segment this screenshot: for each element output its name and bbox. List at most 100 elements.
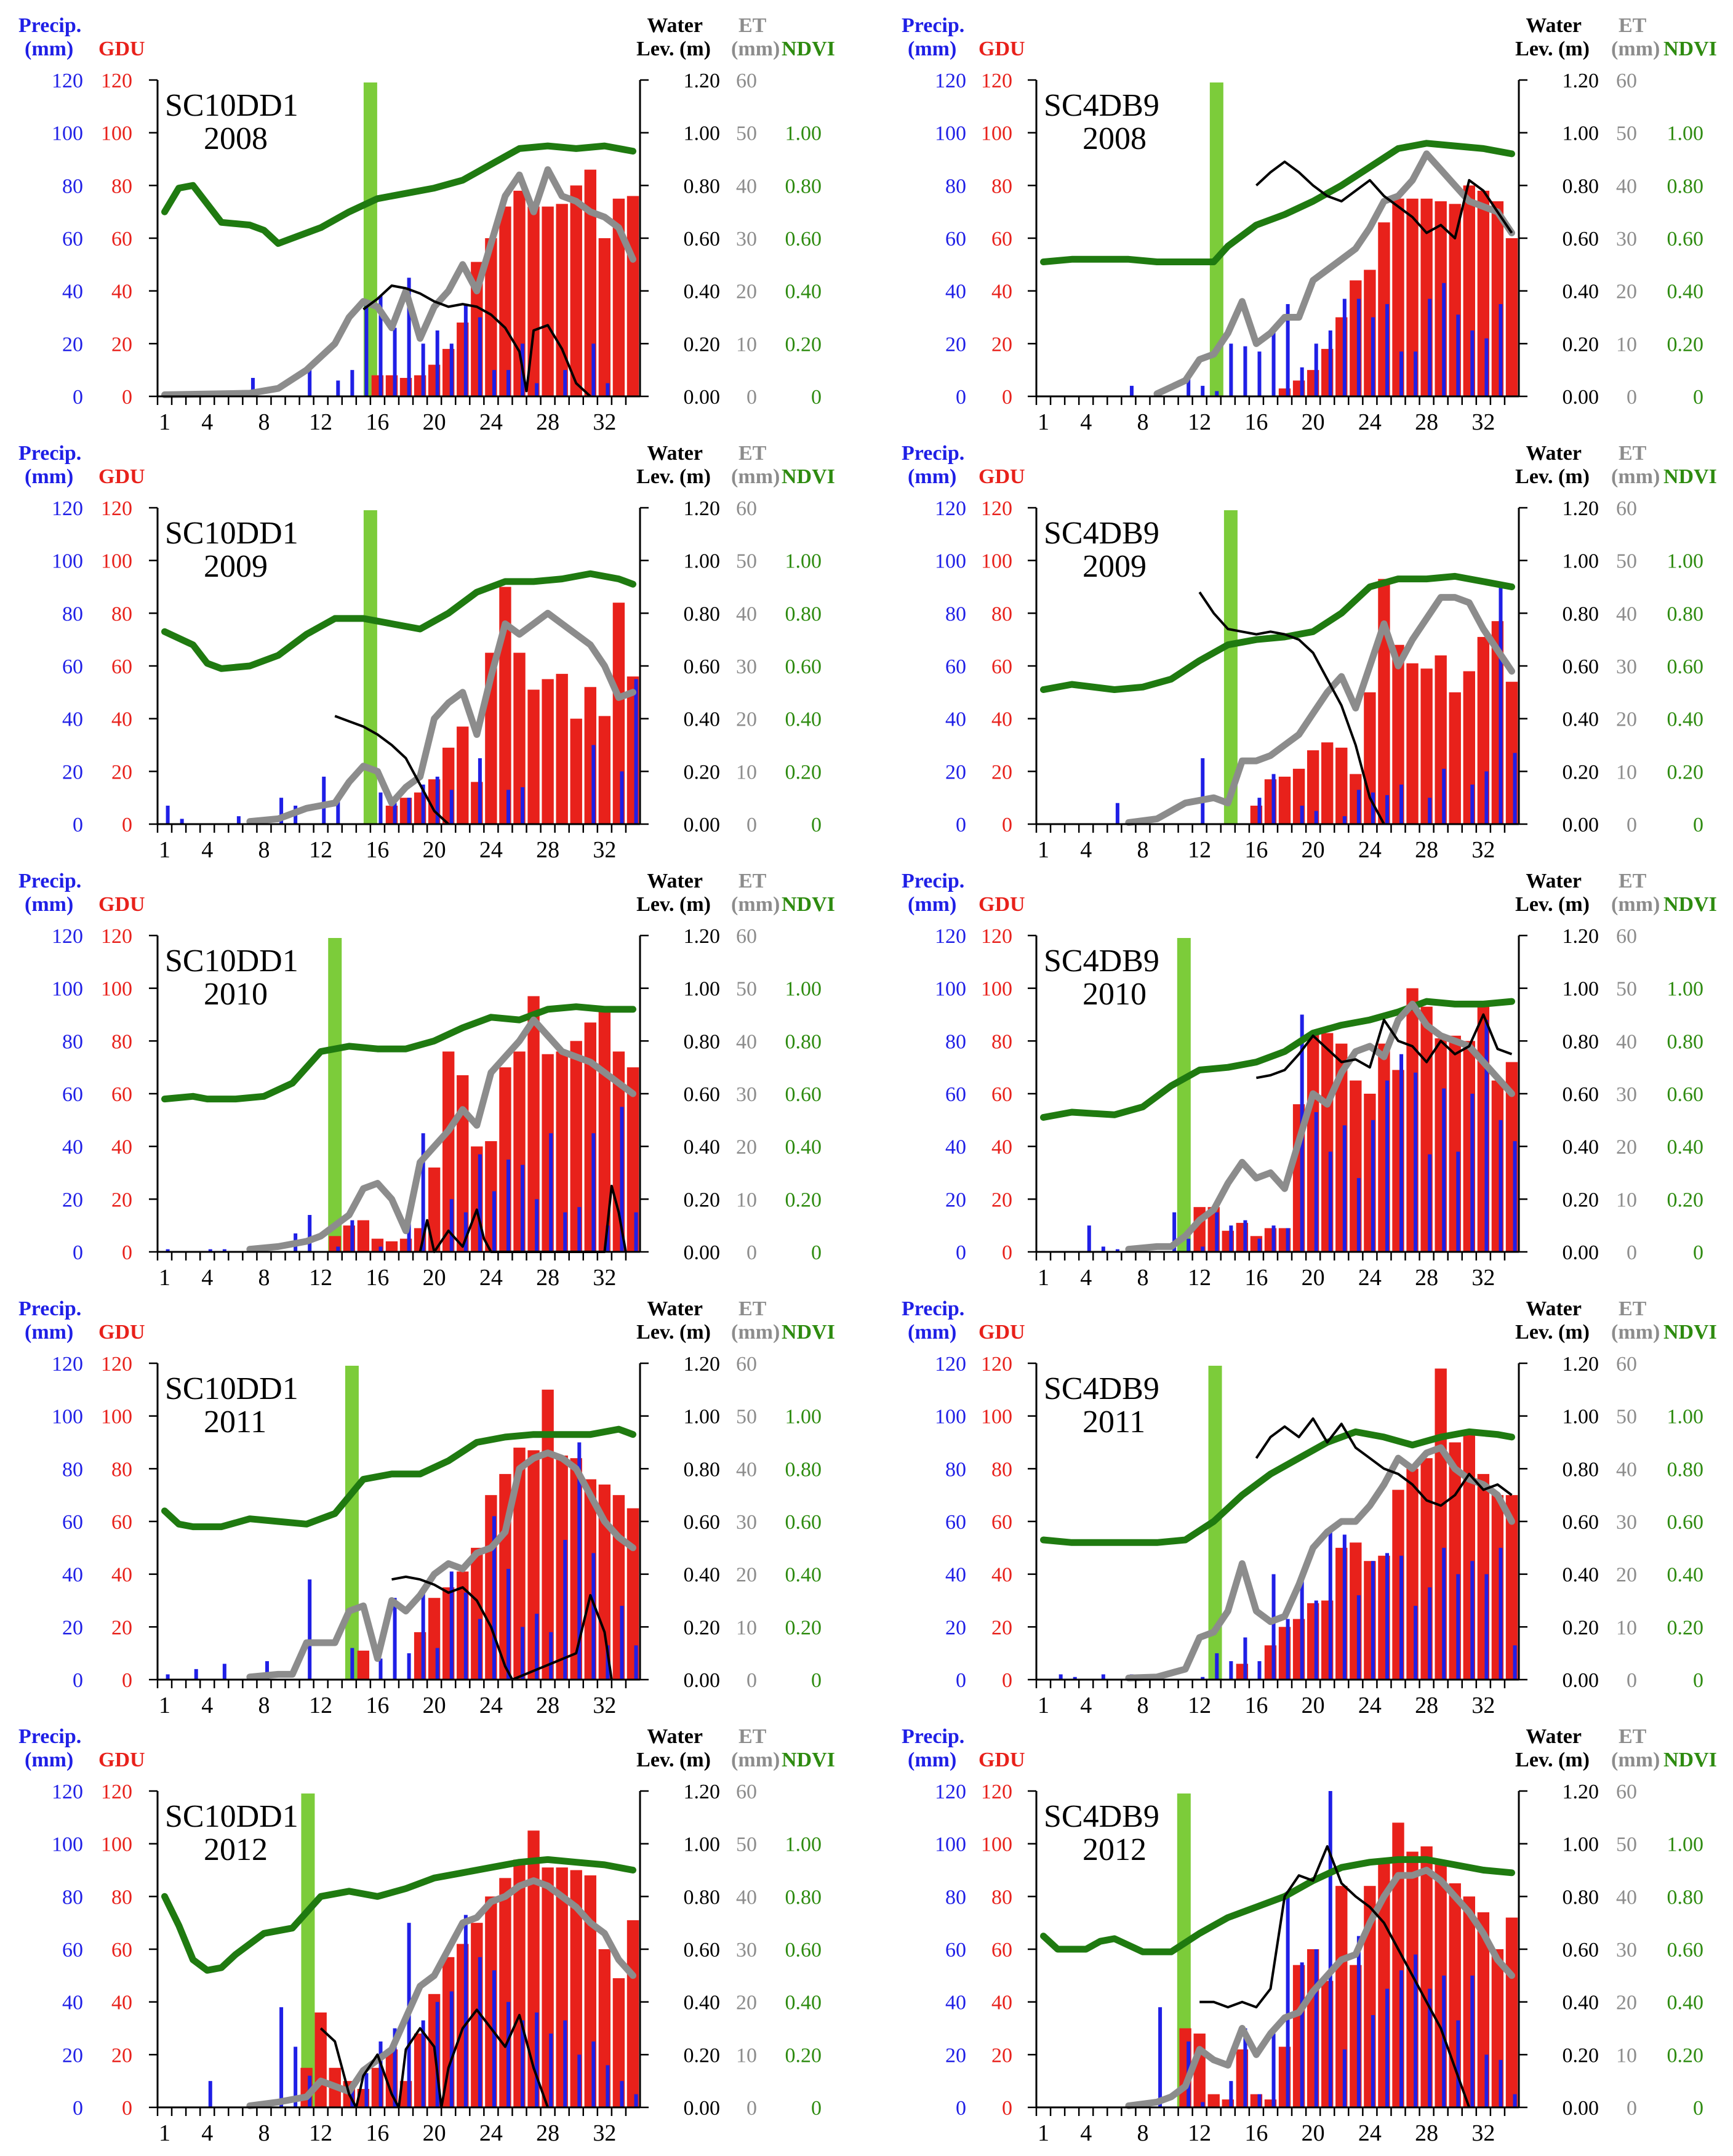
gdu-tick-label: 0: [1002, 1241, 1012, 1264]
gdu-tick-label: 80: [991, 1458, 1012, 1481]
water-tick-label: 1.20: [1563, 925, 1599, 948]
et-label: ET: [1619, 1297, 1647, 1320]
gdu-tick-label: 40: [111, 281, 132, 303]
precip-bar: [166, 806, 170, 824]
ndvi-line: [161, 1003, 636, 1103]
x-tick-label: 1: [159, 1693, 170, 1718]
gdu-tick-label: 0: [122, 386, 132, 409]
ndvi-tick-label: 0: [1693, 2097, 1703, 2120]
x-tick-label: 4: [201, 409, 213, 435]
et-tick-label: 60: [1616, 1781, 1637, 1803]
precip-tick-label: 80: [62, 603, 83, 625]
x-tick-label: 32: [1471, 409, 1495, 435]
x-tick-label: 1: [159, 1265, 170, 1291]
gdu-bar: [612, 1978, 625, 2107]
gdu-bar: [1505, 238, 1518, 396]
precip-bar: [1257, 1661, 1262, 1680]
ndvi-label: NDVI: [1663, 465, 1717, 488]
precip-bar: [1456, 1574, 1460, 1680]
gdu-bar: [570, 1041, 582, 1252]
water-tick-label: 0.00: [684, 1669, 721, 1692]
panel-year-label: 2012: [1083, 1832, 1147, 1867]
precip-tick-label: 80: [62, 1030, 83, 1053]
precip-bar: [1257, 2094, 1262, 2107]
precip-tick-label: 120: [52, 1353, 83, 1376]
x-tick-label: 16: [366, 1693, 389, 1718]
gdu-bar: [626, 1920, 639, 2107]
ndvi-tick-label: 0.60: [785, 228, 822, 250]
precip-bar: [1059, 1674, 1063, 1680]
precip-bar: [1385, 795, 1390, 824]
gdu-tick-label: 0: [122, 814, 132, 836]
gdu-tick-label: 40: [991, 281, 1012, 303]
x-tick-label: 4: [201, 1693, 213, 1718]
gdu-tick-label: 80: [111, 603, 132, 625]
et-line: [161, 166, 636, 398]
precip-bar: [1484, 1020, 1489, 1252]
precip-bar: [435, 330, 439, 396]
precip-label: Precip.: [18, 442, 81, 465]
gdu-tick-label: 40: [991, 1992, 1012, 2014]
precip-bar: [1271, 330, 1276, 396]
gdu-tick-label: 80: [111, 1458, 132, 1481]
water-level-line: [391, 1575, 613, 1681]
precip-bar: [1385, 1989, 1390, 2107]
water-label: Water: [1526, 870, 1582, 892]
precip-tick-label: 100: [935, 550, 966, 573]
ndvi-tick-label: 0.60: [785, 1083, 822, 1106]
precip-bar: [1399, 1054, 1404, 1252]
precip-bar: [378, 1658, 383, 1680]
precip-tick-label: 40: [62, 281, 83, 303]
precip-label: Precip.: [18, 14, 81, 37]
gdu-bar: [1449, 692, 1461, 824]
precip-bar: [1187, 378, 1191, 396]
precip-bar: [1300, 367, 1304, 396]
et-line: [1125, 594, 1515, 826]
gdu-bar: [1505, 1495, 1518, 1680]
ndvi-tick-label: 0.80: [1667, 1458, 1704, 1481]
water-unit-label: Lev. (m): [636, 1749, 711, 1771]
ndvi-tick-label: 0.20: [1667, 2044, 1704, 2067]
precip-tick-label: 80: [945, 603, 966, 625]
precip-bar: [1271, 1574, 1276, 1680]
precip-bar: [1442, 1547, 1446, 1680]
x-tick-label: 28: [536, 1265, 559, 1291]
precip-bar: [208, 1249, 212, 1252]
et-tick-label: 40: [1616, 1030, 1637, 1053]
precip-unit-label: (mm): [908, 1321, 956, 1344]
precip-bar: [1286, 304, 1290, 396]
gdu-tick-label: 60: [991, 1511, 1012, 1534]
gdu-tick-label: 20: [111, 1188, 132, 1211]
precip-bar: [1356, 299, 1361, 396]
gdu-bar: [527, 689, 540, 824]
et-tick-label: 0: [1627, 386, 1637, 409]
et-tick-label: 10: [736, 333, 757, 356]
et-label: ET: [738, 870, 767, 892]
precip-bar: [1314, 1949, 1318, 2107]
precip-tick-label: 120: [935, 1781, 966, 1803]
et-unit-label: (mm): [1611, 1321, 1660, 1344]
precip-bar: [1229, 343, 1233, 396]
precip-bar: [222, 1249, 226, 1252]
precip-bar: [521, 1627, 525, 1680]
x-tick-label: 12: [1188, 1693, 1211, 1718]
x-tick-label: 8: [258, 1693, 270, 1718]
ndvi-tick-label: 1.00: [1667, 550, 1704, 573]
precip-bar: [1101, 1246, 1105, 1252]
precip-bar: [1158, 2007, 1163, 2107]
gdu-tick-label: 20: [991, 1188, 1012, 1211]
gdu-bar: [499, 206, 511, 396]
et-tick-label: 10: [736, 761, 757, 783]
precip-bar: [1215, 1653, 1219, 1680]
gdu-bar: [1378, 579, 1390, 824]
et-tick-label: 30: [1616, 1939, 1637, 1962]
x-tick-label: 32: [1471, 1265, 1495, 1291]
ndvi-tick-label: 0.40: [1667, 708, 1704, 731]
x-tick-label: 20: [1302, 409, 1325, 435]
marker-bar: [1209, 82, 1223, 396]
et-tick-label: 60: [1616, 925, 1637, 948]
gdu-tick-label: 80: [111, 1886, 132, 1909]
precip-tick-label: 0: [956, 2097, 966, 2120]
water-unit-label: Lev. (m): [636, 38, 711, 60]
ndvi-tick-label: 0.60: [1667, 1511, 1704, 1534]
